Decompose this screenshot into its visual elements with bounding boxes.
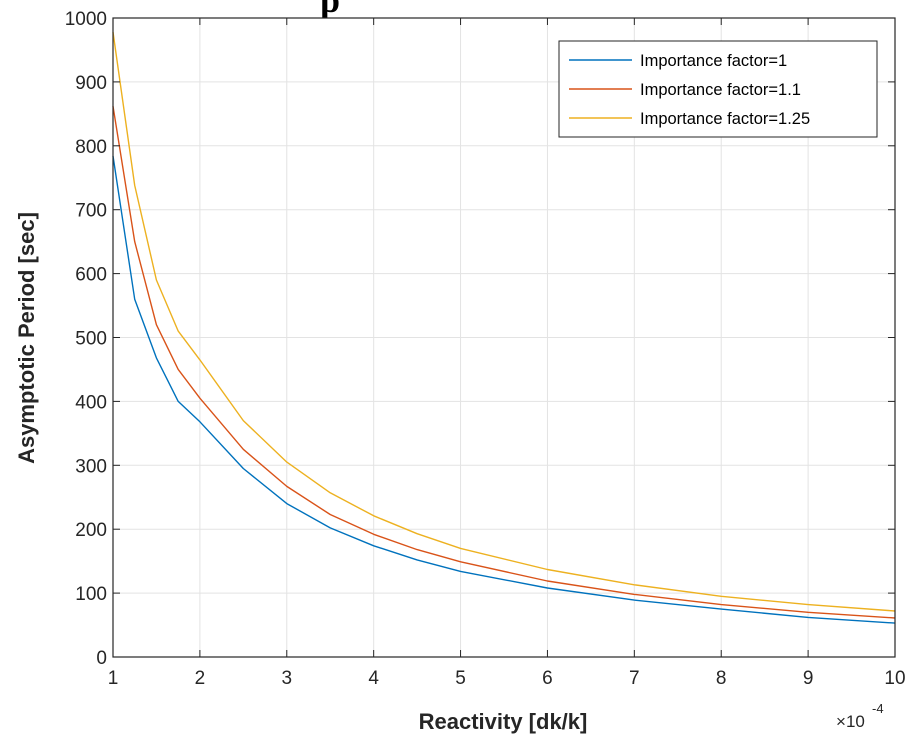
y-tick-label: 300 [75,456,107,477]
y-tick-label: 100 [75,584,107,605]
y-axis-label: Asymptotic Period [sec] [14,212,39,464]
y-tick-label: 200 [75,520,107,541]
x-tick-label: 2 [195,668,206,689]
x-multiplier-exponent: -4 [872,701,884,716]
x-tick-label: 1 [108,668,119,689]
y-tick-label: 900 [75,73,107,94]
x-tick-label: 3 [281,668,292,689]
x-axis-multiplier: ×10 -4 [836,701,884,731]
axes [112,17,896,658]
legend-label: Importance factor=1 [640,52,787,70]
x-tick-label: 4 [368,668,379,689]
x-multiplier-base: ×10 [836,712,865,731]
x-axis-label: Reactivity [dk/k] [419,709,588,734]
x-tick-label: 6 [542,668,553,689]
y-tick-label: 400 [75,392,107,413]
x-tick-label: 9 [803,668,814,689]
legend-label: Importance factor=1.25 [640,110,810,128]
series-lines [112,32,896,624]
grid [112,17,896,658]
y-tick-label: 1000 [65,9,107,30]
y-tick-label: 0 [96,648,107,669]
chart-title-fragment: p [320,0,340,20]
x-tick-label: 5 [455,668,466,689]
series-line [112,155,896,624]
y-tick-label: 600 [75,265,107,286]
y-tick-label: 500 [75,329,107,350]
x-tick-label: 8 [716,668,727,689]
y-tick-label: 700 [75,201,107,222]
y-tick-label: 800 [75,137,107,158]
tick-labels: 1 2 3 4 5 6 7 8 9 1001002003004005006007008009001… [65,9,906,689]
series-line [112,106,896,619]
series-line [112,32,896,612]
legend-label: Importance factor=1.1 [640,81,801,99]
x-tick-label: 7 [629,668,640,689]
x-tick-label: 10 [884,668,905,689]
legend: Importance factor=1 Importance factor=1.1… [558,40,878,138]
